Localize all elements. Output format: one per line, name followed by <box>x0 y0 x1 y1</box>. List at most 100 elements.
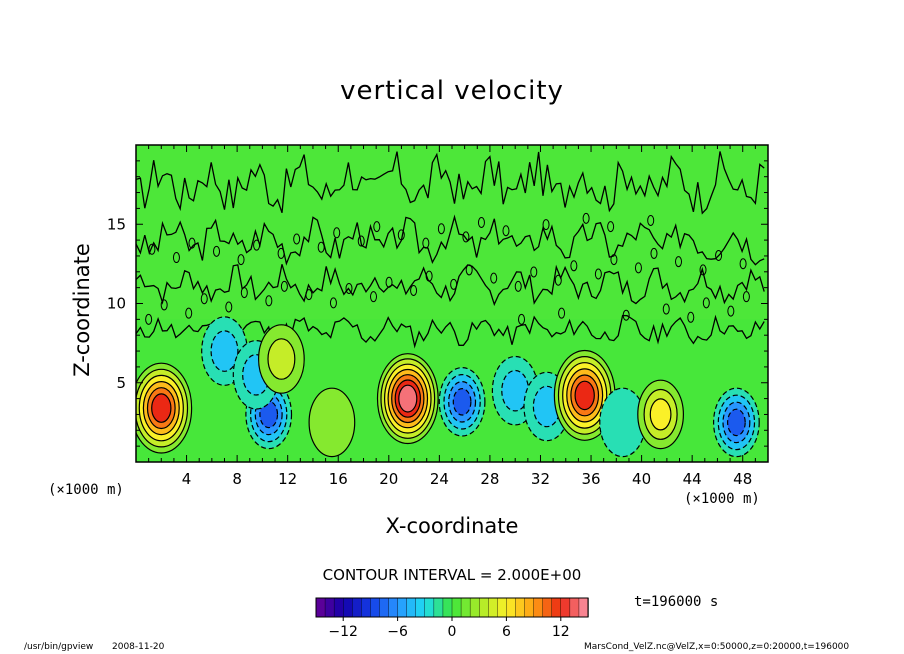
small-cell-contour <box>345 282 353 294</box>
small-cell-contour <box>213 245 221 257</box>
colorbar-bin <box>542 597 553 618</box>
small-cell-contour <box>385 276 393 288</box>
colorbar-bin <box>315 597 326 618</box>
x-tick-label: 12 <box>278 470 297 488</box>
small-cell-contour <box>373 221 381 233</box>
small-cell-contour <box>160 299 168 311</box>
small-cell-contour <box>305 289 313 301</box>
colorbar-bin <box>551 597 562 618</box>
cell-5-level-0 <box>308 387 356 458</box>
colorbar-bin <box>524 597 535 618</box>
small-cell-contour <box>237 254 245 266</box>
small-cell-contour <box>742 291 750 303</box>
small-cell-contour <box>397 229 405 241</box>
small-cell-contour <box>594 268 602 280</box>
small-cell-contour <box>437 223 445 235</box>
small-cell-contour <box>225 301 233 313</box>
contour-interval: CONTOUR INTERVAL = 2.000E+00 <box>322 566 582 584</box>
x-tick-label: 8 <box>232 470 242 488</box>
colorbar-tick-label: −12 <box>328 624 358 640</box>
x-tick-label: 16 <box>329 470 348 488</box>
small-cell-contour <box>607 221 615 233</box>
y-axis-label: Z-coordinate <box>70 243 94 377</box>
small-cell-contour <box>650 247 658 259</box>
chart-title: vertical velocity <box>340 76 564 106</box>
small-cell-contour <box>277 247 285 259</box>
small-cell-contour <box>739 258 747 270</box>
cell-2-level-1 <box>210 330 239 372</box>
small-cell-contour <box>558 307 566 319</box>
x-tick-label: 32 <box>531 470 550 488</box>
x-tick-label: 44 <box>683 470 702 488</box>
small-cell-contour <box>317 241 325 253</box>
small-cell-contour <box>293 233 301 245</box>
x-tick-label: 24 <box>430 470 449 488</box>
x-unit-left: (×1000 m) <box>48 482 124 498</box>
program-path: /usr/bin/gpview <box>24 642 94 652</box>
contour-lines <box>136 151 765 458</box>
y-tick-label: 10 <box>107 295 126 313</box>
small-cell-contour <box>542 219 550 231</box>
small-cell-contour <box>370 291 378 303</box>
cell-4-level-1 <box>267 338 296 380</box>
small-cell-contour <box>148 243 156 255</box>
small-cell-contour <box>329 297 337 309</box>
small-cell-contour <box>702 297 710 309</box>
colorbar-tick-label: −6 <box>387 624 408 640</box>
small-cell-contour <box>422 237 430 249</box>
small-cell-contour <box>145 313 153 325</box>
x-tick-label: 36 <box>581 470 600 488</box>
colorbar-tick-label: 12 <box>552 624 570 640</box>
colorbar-bin <box>460 597 471 618</box>
small-cell-contour <box>253 239 261 251</box>
small-cell-contour <box>465 264 473 276</box>
colorbar-bin <box>333 597 344 618</box>
colorbar-bin <box>442 597 453 618</box>
small-cell-contour <box>200 293 208 305</box>
x-tick-label: 20 <box>379 470 398 488</box>
small-cell-contour <box>675 256 683 268</box>
small-cell-contour <box>699 264 707 276</box>
colorbar-bin <box>433 597 444 618</box>
cell-10-level-5 <box>574 380 595 411</box>
small-cell-contour <box>582 212 590 224</box>
small-cell-contour <box>610 254 618 266</box>
colorbar-bin <box>488 597 499 618</box>
small-cell-contour <box>570 260 578 272</box>
small-cell-contour <box>687 311 695 323</box>
small-cell-contour <box>265 295 273 307</box>
small-cell-contour <box>662 303 670 315</box>
colorbar: −12 −6 0 6 12 <box>315 597 589 640</box>
small-cell-contour <box>240 287 248 299</box>
x-unit-right: (×1000 m) <box>684 491 760 507</box>
zero-contour-middle <box>136 264 765 307</box>
small-cell-contour <box>425 270 433 282</box>
y-tick-label: 15 <box>107 215 126 233</box>
colorbar-bin <box>424 597 435 618</box>
colorbar-bin <box>469 597 480 618</box>
colorbar-bin <box>352 597 363 618</box>
small-cell-contour <box>490 272 498 284</box>
small-cell-contour <box>477 217 485 229</box>
small-cell-contour <box>462 231 470 243</box>
colorbar-bin <box>370 597 381 618</box>
colorbar-bin <box>506 597 517 618</box>
small-cell-contour <box>280 280 288 292</box>
x-axis: 4 8 12 16 20 24 28 32 36 40 44 48 <box>148 145 756 488</box>
velocity-field <box>136 145 768 462</box>
colorbar-bin <box>415 597 426 618</box>
data-source: MarsCond_VelZ.nc@VelZ,x=0:50000,z=0:2000… <box>584 642 850 652</box>
colorbar-bin <box>497 597 508 618</box>
small-cell-contour <box>622 309 630 321</box>
plot-date: 2008-11-20 <box>112 642 165 652</box>
colorbar-bin <box>406 597 417 618</box>
colorbar-bin <box>379 597 390 618</box>
small-cell-contour <box>188 237 196 249</box>
y-axis: 5 10 15 <box>107 160 768 447</box>
colorbar-bin <box>451 597 462 618</box>
small-cell-contour <box>185 307 193 319</box>
small-cell-contour <box>502 225 510 237</box>
small-cell-contour <box>727 305 735 317</box>
colorbar-bin <box>324 597 335 618</box>
